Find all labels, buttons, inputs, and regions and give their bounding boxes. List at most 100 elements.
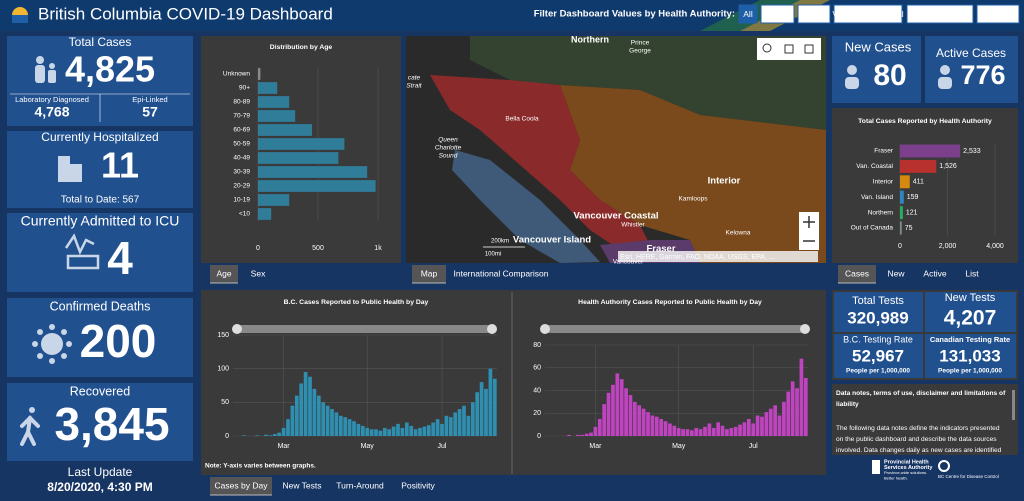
x-tick-label: 0 bbox=[898, 243, 902, 250]
bar bbox=[316, 395, 321, 436]
tab[interactable]: International Comparison bbox=[454, 268, 549, 278]
y-tick-label: 100 bbox=[217, 366, 229, 373]
bar bbox=[352, 421, 356, 436]
scrubber[interactable] bbox=[540, 324, 810, 334]
tab[interactable]: Turn-Around bbox=[336, 480, 384, 490]
card-sub-label: People per 1,000,000 bbox=[846, 368, 910, 375]
tab-underline bbox=[210, 282, 876, 496]
tab[interactable]: Age bbox=[216, 268, 231, 278]
filter-button[interactable] bbox=[833, 4, 903, 24]
card bbox=[832, 36, 921, 103]
filter-button-label[interactable]: Vancouver Coastal bbox=[832, 9, 903, 19]
card bbox=[834, 292, 923, 332]
y-tick-label: 150 bbox=[217, 332, 229, 339]
bar bbox=[803, 377, 808, 436]
bar bbox=[378, 430, 383, 436]
bar bbox=[567, 434, 571, 436]
filter-button[interactable] bbox=[976, 4, 1020, 24]
bar bbox=[900, 206, 903, 220]
bar bbox=[624, 388, 628, 436]
bar bbox=[488, 368, 493, 436]
bar bbox=[729, 428, 734, 436]
map-label: Interior bbox=[708, 176, 741, 187]
bar bbox=[312, 388, 317, 436]
active-tab bbox=[412, 265, 446, 283]
bar bbox=[374, 429, 378, 436]
icon-people bbox=[35, 56, 56, 83]
tab[interactable]: List bbox=[965, 268, 979, 278]
filter-button-label[interactable]: Interior bbox=[764, 9, 791, 19]
card bbox=[7, 131, 193, 208]
tab[interactable]: Positivity bbox=[401, 480, 435, 490]
map-label: cate bbox=[408, 75, 421, 82]
tab[interactable]: Cases bbox=[845, 268, 869, 278]
scrollbar bbox=[1012, 390, 1015, 420]
bar bbox=[457, 409, 462, 436]
filter-button[interactable] bbox=[906, 4, 974, 24]
y-tick-label: Out of Canada bbox=[851, 225, 894, 232]
bar bbox=[641, 408, 646, 436]
filter-button[interactable] bbox=[760, 4, 795, 24]
tab[interactable]: New bbox=[887, 268, 905, 278]
bar bbox=[440, 423, 444, 436]
card-value: 4,825 bbox=[65, 49, 155, 90]
bar bbox=[676, 428, 681, 436]
tab[interactable]: New Tests bbox=[282, 480, 321, 490]
bar bbox=[742, 422, 747, 436]
y-tick-label: 80-89 bbox=[233, 99, 250, 106]
bar bbox=[900, 190, 904, 204]
filter-button-label[interactable]: All bbox=[743, 9, 753, 19]
tab[interactable]: Cases by Day bbox=[215, 480, 269, 490]
y-tick-label: 90+ bbox=[239, 85, 250, 92]
chart-panel bbox=[201, 290, 826, 475]
map-label: Northern bbox=[571, 34, 609, 44]
filter-button[interactable] bbox=[797, 4, 831, 24]
card-value: 80 bbox=[873, 59, 906, 92]
value-label: 121 bbox=[906, 209, 918, 216]
bar bbox=[650, 415, 655, 436]
bar bbox=[258, 138, 345, 150]
logo-text: Services Authority bbox=[884, 465, 933, 471]
bar bbox=[242, 435, 246, 436]
filter-button-label[interactable]: Vancouver Island bbox=[907, 9, 972, 19]
x-tick-label: Jul bbox=[749, 443, 758, 450]
tab[interactable]: Active bbox=[923, 268, 946, 278]
filter-button-label[interactable]: Northern bbox=[981, 9, 1014, 19]
bar bbox=[751, 423, 756, 436]
logo-text: Better health. bbox=[884, 476, 908, 481]
bar bbox=[479, 382, 484, 436]
bar bbox=[286, 419, 290, 436]
card bbox=[7, 298, 193, 377]
bar bbox=[777, 415, 782, 436]
bar bbox=[330, 409, 334, 436]
bar bbox=[255, 435, 260, 436]
y-tick-label: Northern bbox=[868, 209, 894, 216]
logo-text: Province-wide solutions. bbox=[884, 470, 927, 475]
bar bbox=[799, 358, 804, 436]
logo-text: BC Centre for Disease Control bbox=[938, 474, 999, 479]
bar bbox=[431, 422, 436, 436]
bar bbox=[347, 419, 352, 436]
card-label: B.C. Testing Rate bbox=[843, 334, 913, 344]
card-value: 320,989 bbox=[847, 308, 908, 327]
y-tick-label: 20-29 bbox=[233, 183, 250, 190]
card-value: 3,845 bbox=[54, 398, 169, 450]
filter-button-label[interactable]: Fraser bbox=[802, 9, 827, 19]
notes-title: liability bbox=[836, 401, 859, 408]
bar bbox=[258, 152, 339, 164]
scrubber[interactable] bbox=[232, 324, 497, 334]
map[interactable] bbox=[406, 36, 826, 263]
map-label: Strait bbox=[406, 83, 422, 90]
tab[interactable]: Map bbox=[421, 268, 438, 278]
bar bbox=[720, 425, 725, 436]
card bbox=[925, 292, 1016, 332]
filter-button[interactable] bbox=[738, 4, 758, 24]
bar bbox=[400, 427, 405, 436]
bar bbox=[365, 427, 370, 436]
tab[interactable]: Sex bbox=[251, 268, 266, 278]
bar bbox=[258, 82, 278, 94]
map-label: George bbox=[629, 48, 651, 55]
bar bbox=[413, 429, 418, 436]
bar bbox=[654, 416, 659, 436]
y-tick-label: Van. Island bbox=[861, 194, 893, 201]
